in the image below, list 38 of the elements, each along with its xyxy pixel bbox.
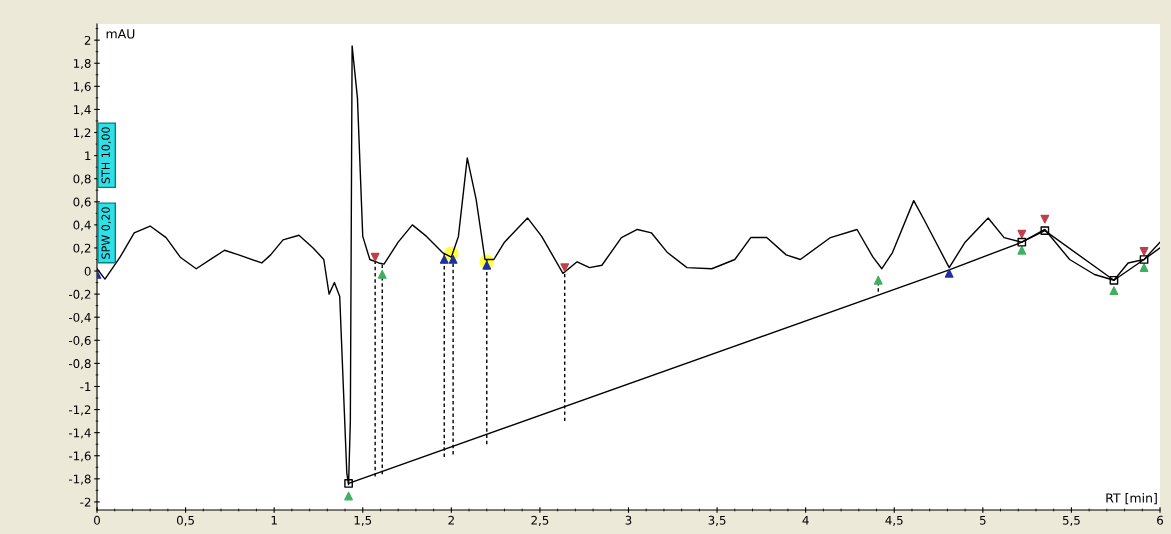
y-tick-label: 1,8 bbox=[73, 58, 91, 70]
x-tick-label: 2,5 bbox=[531, 515, 549, 526]
y-tick-label: -1,8 bbox=[68, 474, 91, 485]
annotation: SPW 0,20 bbox=[101, 207, 111, 259]
x-tick-label: 3 bbox=[625, 515, 632, 525]
x-tick-label: 6 bbox=[1157, 515, 1164, 525]
x-axis-title: RT [min] bbox=[1106, 493, 1157, 505]
y-tick-label: -2 bbox=[80, 497, 91, 507]
y-tick-label: -1,2 bbox=[68, 405, 91, 416]
y-tick-label: -1 bbox=[80, 382, 91, 391]
y-tick-label: -0,6 bbox=[68, 336, 91, 347]
y-tick-label: -1,4 bbox=[68, 428, 91, 439]
x-tick-label: 4,5 bbox=[885, 515, 903, 526]
y-tick-label: 0,8 bbox=[73, 174, 91, 185]
y-tick-label: -0,4 bbox=[68, 312, 91, 324]
x-tick-label: 0 bbox=[94, 515, 100, 525]
y-tick-label: 0,6 bbox=[73, 197, 91, 208]
x-tick-label: 5,5 bbox=[1062, 515, 1080, 526]
x-tick-label: 3,5 bbox=[708, 515, 726, 526]
y-tick-label: 1,4 bbox=[73, 105, 91, 116]
y-tick-label: -0,8 bbox=[68, 359, 91, 370]
x-tick-label: 0,5 bbox=[176, 515, 194, 526]
x-tick-label: 1 bbox=[271, 515, 277, 525]
x-tick-label: 2 bbox=[448, 515, 454, 525]
x-tick-label: 1,5 bbox=[354, 515, 372, 526]
y-tick-label: 1,6 bbox=[73, 82, 91, 93]
y-tick-label: 2 bbox=[84, 35, 91, 45]
y-tick-label: 0,2 bbox=[73, 243, 91, 254]
y-tick-label: 1,2 bbox=[73, 128, 91, 139]
x-tick-label: 5 bbox=[979, 515, 986, 525]
annotation: STH 10,00 bbox=[101, 127, 111, 184]
y-tick-label: 0 bbox=[84, 266, 91, 276]
x-tick-label: 4 bbox=[802, 515, 809, 525]
y-tick-label: 0,4 bbox=[73, 220, 91, 231]
y-tick-label: 1 bbox=[85, 151, 91, 161]
y-tick-label: -0,2 bbox=[68, 289, 91, 300]
y-axis-title: mAU bbox=[106, 29, 135, 39]
y-tick-label: -1,6 bbox=[68, 451, 91, 462]
